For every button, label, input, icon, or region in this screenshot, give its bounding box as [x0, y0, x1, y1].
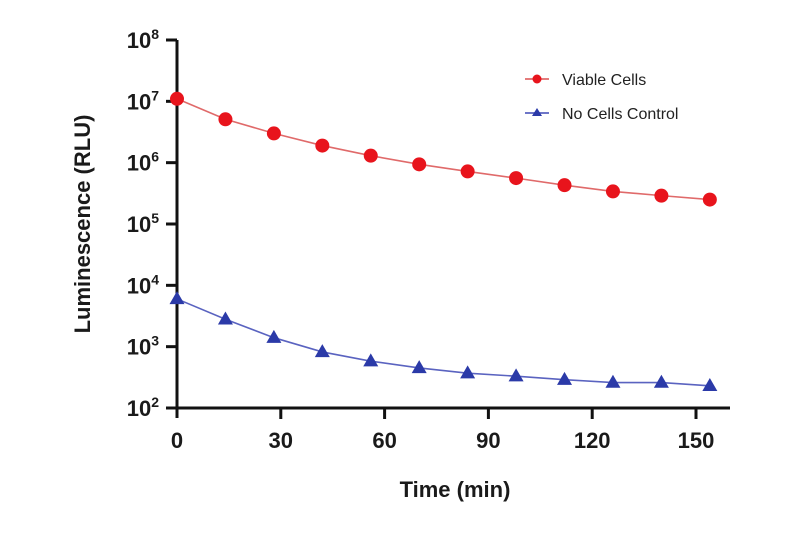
data-point-viable-cells — [170, 91, 184, 106]
data-point-viable-cells — [509, 171, 524, 186]
data-point-viable-cells — [460, 164, 475, 179]
y-tick-base: 10 — [127, 396, 151, 421]
data-point-viable-cells — [412, 157, 427, 172]
x-tick-label: 150 — [678, 428, 715, 453]
data-point-no-cells-control — [411, 360, 427, 374]
data-point-viable-cells — [363, 148, 378, 163]
data-point-no-cells-control — [314, 344, 330, 358]
data-point-no-cells-control — [266, 329, 282, 343]
y-tick-exponent: 6 — [151, 149, 159, 165]
data-point-no-cells-control — [460, 365, 476, 379]
x-tick-label: 30 — [269, 428, 293, 453]
y-tick-exponent: 7 — [151, 87, 159, 103]
data-point-no-cells-control — [217, 311, 233, 325]
data-point-viable-cells — [654, 188, 669, 203]
y-tick-exponent: 4 — [151, 271, 159, 287]
y-tick-label: 103 — [127, 333, 159, 360]
x-tick-label: 0 — [171, 428, 183, 453]
y-tick-exponent: 5 — [151, 210, 159, 226]
data-point-no-cells-control — [557, 371, 573, 385]
axes — [166, 38, 730, 419]
legend-marker-circle — [532, 74, 542, 84]
y-tick-base: 10 — [127, 212, 151, 237]
data-point-viable-cells — [557, 178, 572, 193]
x-axis-title: Time (min) — [400, 477, 511, 502]
data-point-no-cells-control — [605, 374, 621, 388]
y-tick-base: 10 — [127, 89, 151, 114]
legend: Viable Cells No Cells Control — [525, 72, 678, 123]
y-tick-exponent: 3 — [151, 333, 159, 349]
y-tick-base: 10 — [127, 28, 151, 53]
y-tick-label: 107 — [127, 87, 159, 114]
series-markers — [169, 91, 718, 392]
legend-marker-triangle — [532, 108, 542, 116]
data-point-no-cells-control — [363, 353, 379, 367]
y-axis-title: Luminescence (RLU) — [70, 115, 95, 334]
y-tick-base: 10 — [127, 335, 151, 360]
y-tick-label: 108 — [127, 26, 159, 53]
y-tick-base: 10 — [127, 273, 151, 298]
data-point-viable-cells — [218, 112, 233, 127]
y-tick-label: 106 — [127, 149, 159, 176]
data-point-no-cells-control — [508, 368, 524, 382]
legend-label: Viable Cells — [562, 72, 646, 89]
series-line-no-cells-control — [176, 298, 710, 387]
series-lines — [176, 98, 710, 387]
x-tick-label: 90 — [476, 428, 500, 453]
data-point-viable-cells — [315, 138, 330, 153]
data-point-no-cells-control — [702, 378, 718, 392]
data-point-no-cells-control — [653, 374, 669, 388]
data-point-viable-cells — [605, 184, 620, 199]
x-tick-label: 120 — [574, 428, 611, 453]
y-tick-base: 10 — [127, 151, 151, 176]
x-tick-label: 60 — [372, 428, 396, 453]
y-tick-label: 105 — [127, 210, 159, 237]
series-line-viable-cells — [176, 98, 710, 201]
y-tick-exponent: 8 — [151, 26, 159, 42]
y-tick-label: 102 — [127, 394, 159, 421]
y-tick-label: 104 — [127, 271, 159, 298]
y-tick-exponent: 2 — [151, 394, 159, 410]
data-point-viable-cells — [702, 192, 717, 207]
data-point-no-cells-control — [169, 291, 185, 305]
legend-label: No Cells Control — [562, 106, 678, 123]
data-point-viable-cells — [266, 126, 281, 141]
